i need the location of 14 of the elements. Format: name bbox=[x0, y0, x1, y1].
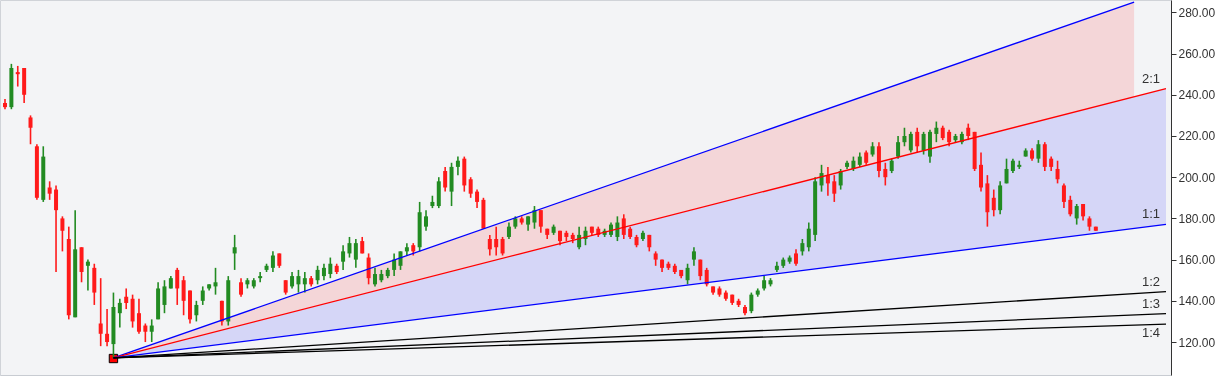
y-tick-label: 200.00 bbox=[1178, 170, 1216, 185]
y-tick-label: 120.00 bbox=[1178, 335, 1216, 350]
y-tick-label: 220.00 bbox=[1178, 129, 1216, 144]
y-tick-label: 140.00 bbox=[1178, 294, 1216, 309]
y-tick-label: 180.00 bbox=[1178, 211, 1216, 226]
series-label: 1:3 bbox=[1141, 295, 1160, 311]
series-label: 1:1 bbox=[1141, 206, 1160, 222]
y-tick-label: 160.00 bbox=[1178, 253, 1216, 268]
series-label: 1:2 bbox=[1141, 273, 1160, 289]
series-label: 1:4 bbox=[1141, 325, 1160, 341]
series-label: 2:1 bbox=[1141, 70, 1160, 86]
y-tick-label: 260.00 bbox=[1178, 47, 1216, 62]
y-tick-label: 280.00 bbox=[1178, 5, 1216, 20]
y-tick-label: 240.00 bbox=[1178, 88, 1216, 103]
